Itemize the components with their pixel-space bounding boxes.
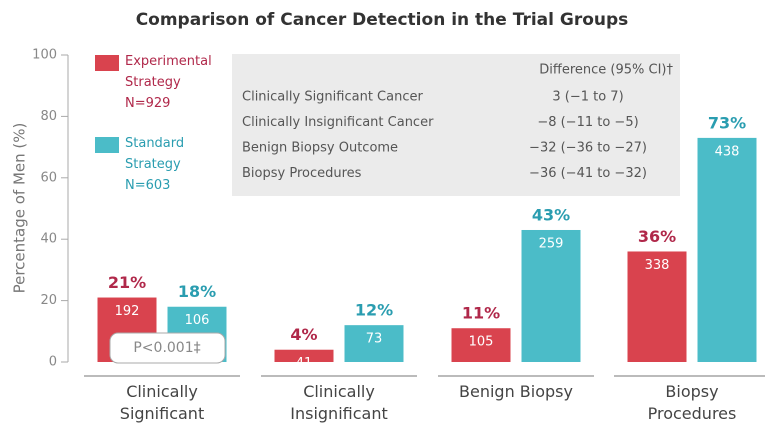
count-label: 259	[539, 236, 564, 251]
x-tick-label: Clinically Insignificant	[290, 382, 388, 423]
y-tick-label: 60	[40, 170, 57, 185]
bar	[627, 251, 687, 362]
y-tick-label: 80	[40, 109, 57, 124]
y-tick-label: 40	[40, 232, 57, 247]
y-tick-label: 0	[49, 355, 57, 370]
y-axis-label: Percentage of Men (%)	[11, 123, 29, 294]
count-label: 73	[366, 332, 383, 347]
x-tick-label: Biopsy Procedures	[647, 382, 737, 423]
y-tick-label: 100	[32, 48, 57, 63]
count-label: 338	[645, 258, 670, 273]
bar	[451, 328, 511, 362]
count-label: 106	[185, 313, 210, 328]
value-label: 36%	[638, 227, 676, 246]
legend-label: Standard Strategy	[125, 136, 185, 172]
table-row-label: Biopsy Procedures	[242, 166, 362, 181]
annotation: P<0.001‡	[133, 340, 200, 356]
table-row-label: Clinically Insignificant Cancer	[242, 115, 434, 130]
value-label: 12%	[355, 301, 393, 320]
value-label: 11%	[462, 304, 500, 323]
count-label: 105	[469, 335, 494, 350]
bar	[274, 349, 334, 362]
count-label: 438	[715, 144, 740, 159]
table-box	[232, 54, 680, 196]
bar	[521, 229, 581, 362]
chart-title: Comparison of Cancer Detection in the Tr…	[136, 10, 629, 30]
count-label: 41	[296, 356, 313, 371]
table-header: Difference (95% CI)†	[539, 63, 673, 78]
value-label: 4%	[290, 325, 317, 344]
legend-n: N=929	[125, 96, 171, 111]
legend-label: Experimental Strategy	[125, 54, 212, 90]
table-row-label: Benign Biopsy Outcome	[242, 141, 398, 156]
legend-swatch	[95, 55, 119, 71]
value-label: 73%	[708, 113, 746, 132]
value-label: 43%	[532, 205, 570, 224]
table-row-value: −8 (−11 to −5)	[537, 115, 638, 130]
legend-swatch	[95, 137, 119, 153]
legend-n: N=603	[125, 178, 171, 193]
x-tick-label: Benign Biopsy	[459, 382, 573, 401]
table-row-label: Clinically Significant Cancer	[242, 90, 423, 105]
value-label: 21%	[108, 273, 146, 292]
bar	[697, 137, 757, 362]
table-row-value: 3 (−1 to 7)	[552, 90, 623, 105]
table-row-value: −32 (−36 to −27)	[529, 141, 647, 156]
y-tick-label: 20	[40, 293, 57, 308]
annotation-box	[109, 332, 226, 364]
x-tick-label: Clinically Significant	[119, 382, 205, 423]
table-row-value: −36 (−41 to −32)	[529, 166, 647, 181]
value-label: 18%	[178, 282, 216, 301]
bar	[344, 325, 404, 362]
count-label: 192	[115, 304, 140, 319]
